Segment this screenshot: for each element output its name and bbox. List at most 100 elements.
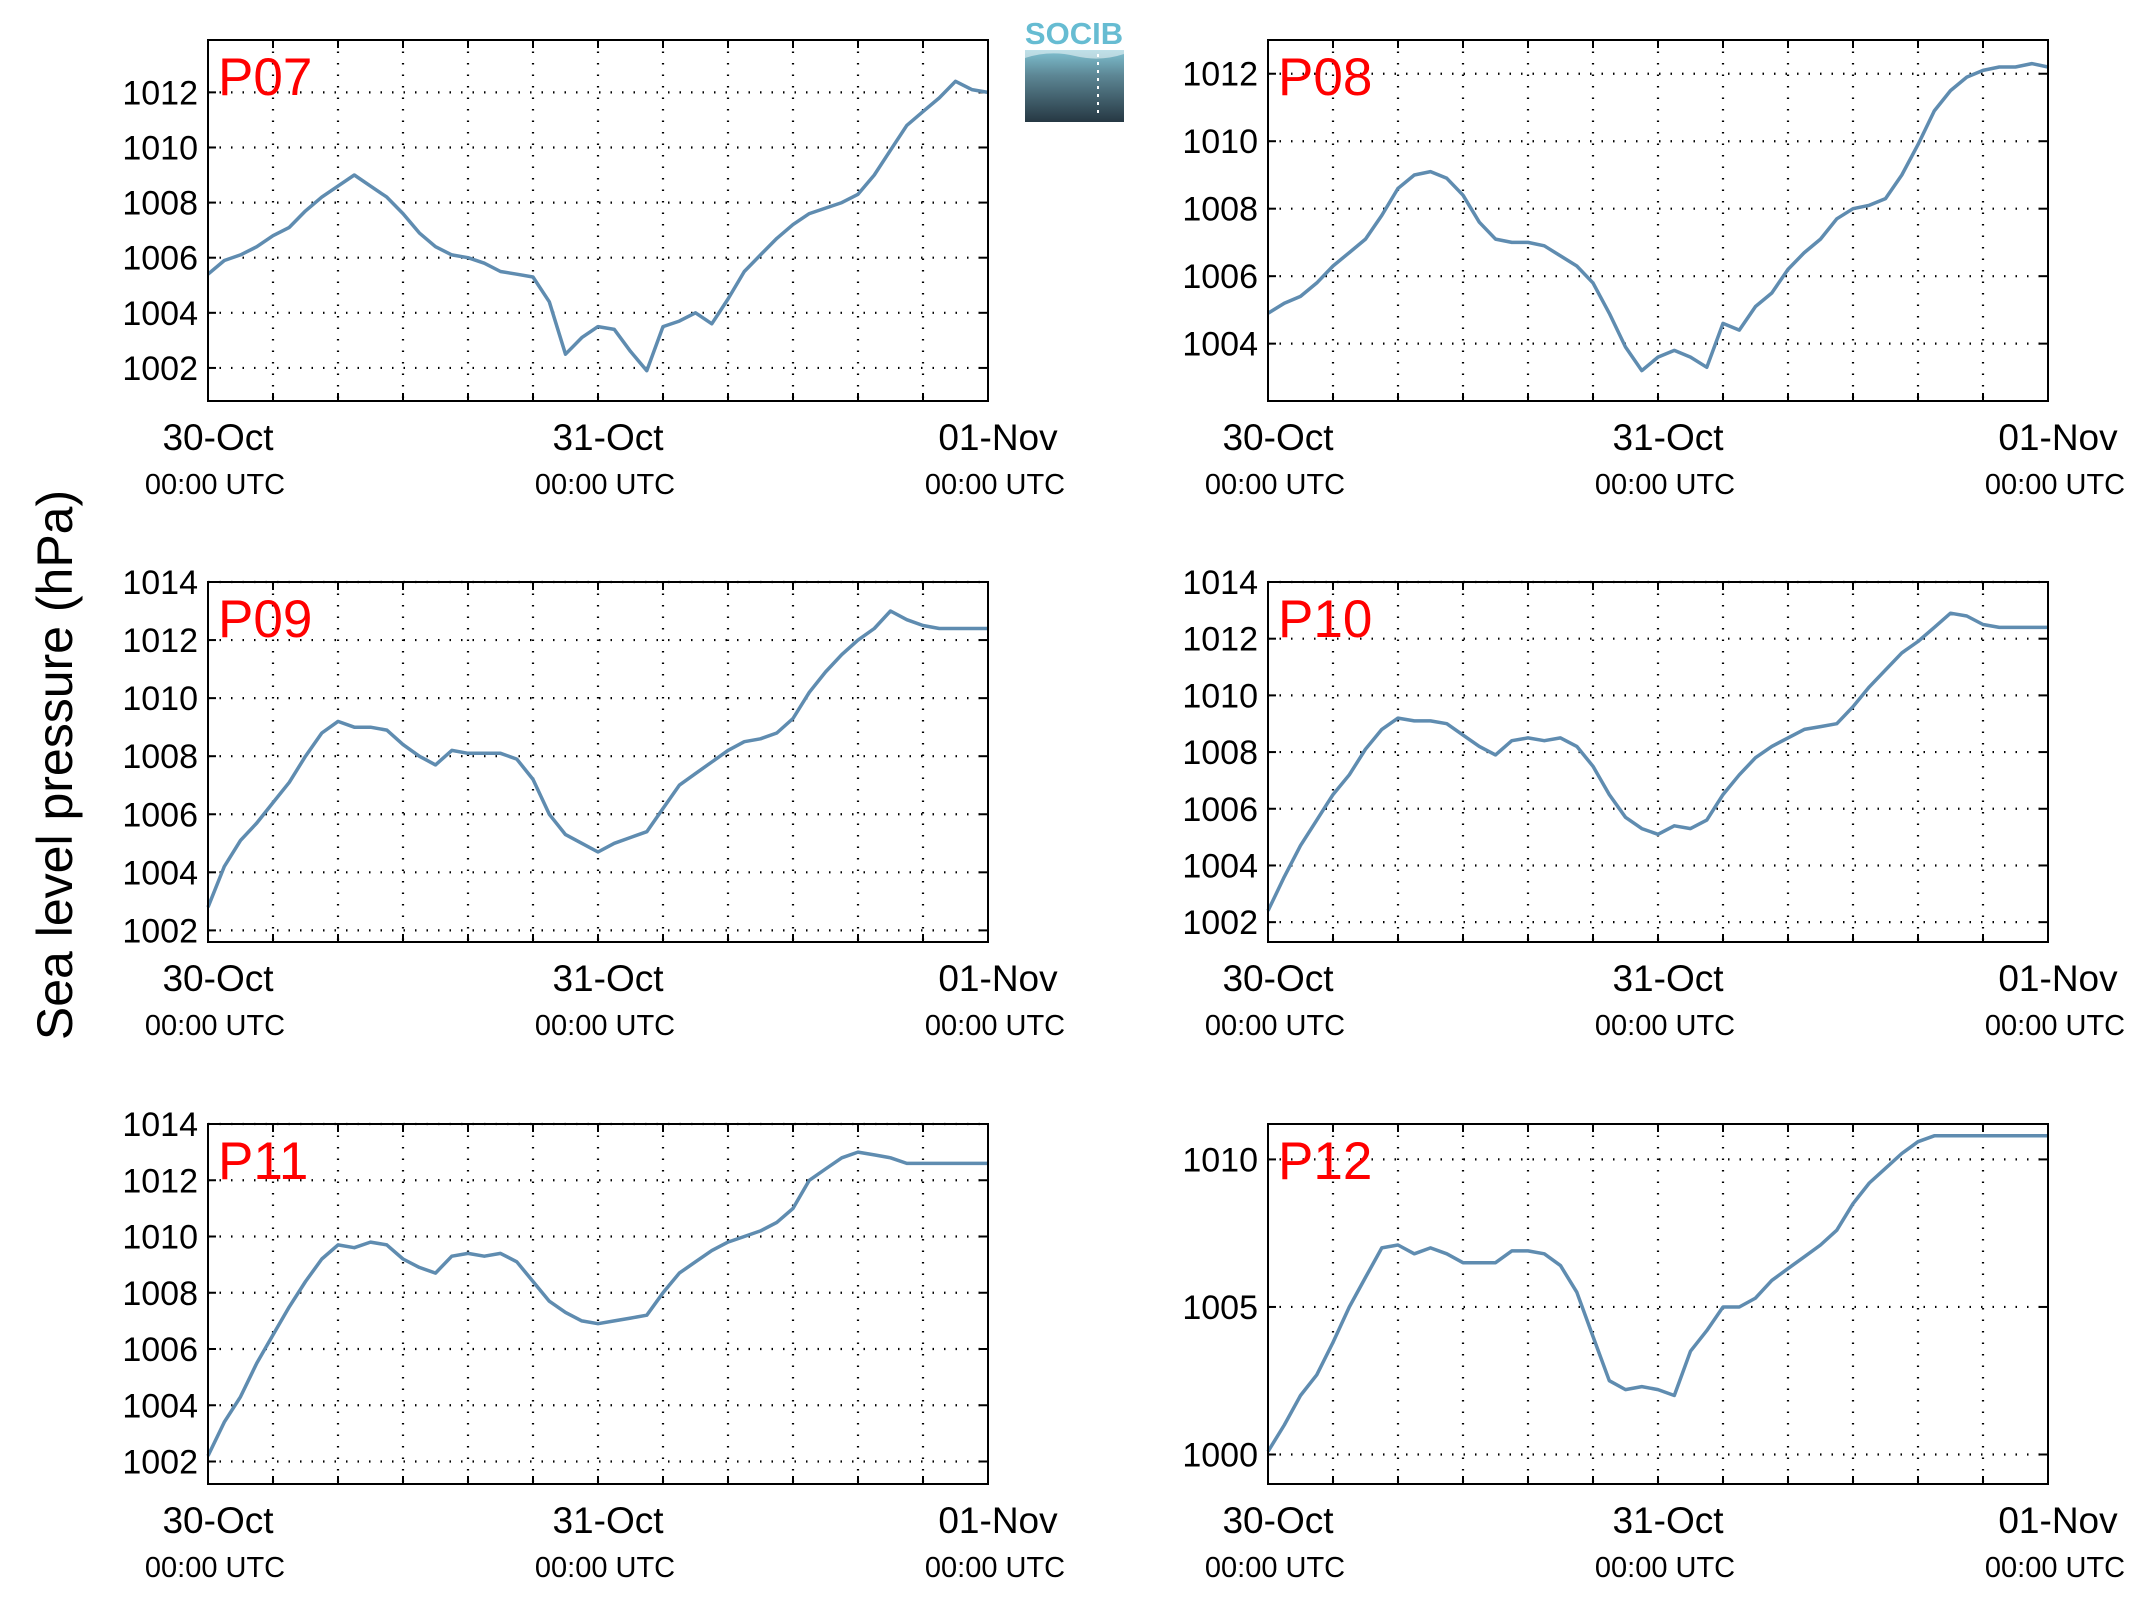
y-tick-label: 1004 [122, 295, 198, 333]
x-tick-label-date: 01-Nov [938, 1500, 1058, 1541]
x-tick-label-time: 00:00 UTC [1205, 1010, 1345, 1042]
x-tick-label-date: 01-Nov [1998, 958, 2118, 999]
x-tick-label-time: 00:00 UTC [1985, 1552, 2125, 1584]
y-tick-label: 1006 [1182, 791, 1258, 829]
y-tick-label: 1006 [122, 240, 198, 278]
y-tick-label: 1002 [122, 1444, 198, 1482]
x-tick-label-date: 31-Oct [1612, 417, 1724, 458]
y-tick-label: 1006 [122, 796, 198, 834]
plot-area [208, 582, 988, 942]
panel-label: P07 [218, 48, 312, 107]
x-tick-label-time: 00:00 UTC [535, 469, 675, 501]
y-tick-label: 1010 [1182, 677, 1258, 715]
socib-logo-text: SOCIB [1025, 16, 1123, 51]
x-tick-label-date: 30-Oct [162, 417, 274, 458]
x-tick-label-time: 00:00 UTC [1985, 1010, 2125, 1042]
figure-ylabel: Sea level pressure (hPa) [27, 490, 83, 1040]
y-tick-label: 1014 [122, 564, 198, 602]
x-tick-label-time: 00:00 UTC [535, 1010, 675, 1042]
socib-logo: SOCIB [1025, 16, 1124, 122]
x-tick-label-date: 01-Nov [938, 417, 1058, 458]
y-tick-label: 1014 [1182, 564, 1258, 602]
series-line [206, 79, 989, 373]
x-tick-label-date: 01-Nov [1998, 417, 2118, 458]
y-tick-label: 1006 [122, 1331, 198, 1369]
panel-p11: 1002 1004 1006 1008 1010 1012 1014 30-Oct 00:00 … [122, 1106, 1065, 1584]
series-line [1267, 61, 2049, 373]
x-tick-label-time: 00:00 UTC [145, 1010, 285, 1042]
panel-label: P11 [218, 1132, 308, 1191]
y-tick-label: 1010 [1182, 123, 1258, 161]
axes-frame [1267, 581, 2049, 943]
x-tick-label-time: 00:00 UTC [1595, 1010, 1735, 1042]
y-tick-label: 1010 [122, 129, 198, 167]
panel-p08: 1004 1006 1008 1010 1012 30-Oct 00:00 UTC 31-Oc… [1182, 39, 2125, 501]
y-tick-label: 1004 [1182, 847, 1258, 885]
series-line [206, 609, 988, 908]
plot-area [1268, 40, 2048, 401]
y-tick-label: 1004 [1182, 326, 1258, 364]
y-tick-label: 1008 [1182, 734, 1258, 772]
x-tick-label-time: 00:00 UTC [925, 469, 1065, 501]
x-tick-label-date: 31-Oct [1612, 958, 1724, 999]
x-tick-label-date: 30-Oct [162, 958, 274, 999]
y-tick-label: 1010 [122, 680, 198, 718]
y-tick-label: 1014 [122, 1106, 198, 1144]
x-tick-label-time: 00:00 UTC [925, 1010, 1065, 1042]
x-tick-label-date: 01-Nov [1998, 1500, 2118, 1541]
x-tick-label-time: 00:00 UTC [1205, 469, 1345, 501]
x-tick-label-time: 00:00 UTC [1985, 469, 2125, 501]
x-tick-label-date: 30-Oct [1222, 1500, 1334, 1541]
y-tick-label: 1008 [122, 1275, 198, 1313]
y-tick-label: 1008 [1182, 191, 1258, 229]
x-tick-label-time: 00:00 UTC [145, 469, 285, 501]
x-tick-label-time: 00:00 UTC [145, 1552, 285, 1584]
panel-label: P09 [218, 590, 312, 649]
x-tick-label-date: 31-Oct [552, 1500, 664, 1541]
panel-label: P08 [1278, 48, 1372, 107]
y-tick-label: 1010 [122, 1219, 198, 1257]
x-tick-label-time: 00:00 UTC [925, 1552, 1065, 1584]
series-line [206, 1150, 988, 1457]
x-tick-label-time: 00:00 UTC [535, 1552, 675, 1584]
axes-frame [1267, 39, 2049, 402]
panel-p09: 1002 1004 1006 1008 1010 1012 1014 30-Oct 00:00 … [122, 564, 1065, 1042]
x-tick-label-date: 30-Oct [1222, 417, 1334, 458]
x-tick-label-date: 31-Oct [1612, 1500, 1724, 1541]
y-tick-label: 1004 [122, 854, 198, 892]
y-tick-label: 1008 [122, 185, 198, 223]
x-tick-label-time: 00:00 UTC [1205, 1552, 1345, 1584]
axes-frame [207, 39, 989, 402]
axes-frame [207, 1123, 989, 1485]
y-tick-label: 1012 [122, 622, 198, 660]
axes-frame [207, 581, 989, 943]
y-tick-label: 1000 [1182, 1436, 1258, 1474]
series-line [1266, 611, 2048, 912]
y-tick-label: 1004 [122, 1387, 198, 1425]
axes-frame [1267, 1123, 2049, 1485]
x-tick-label-date: 30-Oct [1222, 958, 1334, 999]
panel-p12: 1000 1005 1010 30-Oct 00:00 UTC 31-Oct 00:00 U… [1182, 1123, 2125, 1584]
x-tick-label-time: 00:00 UTC [1595, 469, 1735, 501]
y-tick-label: 1012 [122, 74, 198, 112]
y-tick-label: 1002 [122, 912, 198, 950]
y-tick-label: 1006 [1182, 258, 1258, 296]
panel-p10: 1002 1004 1006 1008 1010 1012 1014 30-Oct 00:00 … [1182, 564, 2125, 1042]
x-tick-label-date: 30-Oct [162, 1500, 274, 1541]
panel-label: P10 [1278, 590, 1372, 649]
y-tick-label: 1005 [1182, 1289, 1258, 1327]
plot-area [1268, 1124, 2048, 1484]
x-tick-label-date: 01-Nov [938, 958, 1058, 999]
plot-area [1268, 582, 2048, 942]
y-tick-label: 1002 [1182, 904, 1258, 942]
panel-label: P12 [1278, 1132, 1372, 1191]
y-tick-label: 1002 [122, 350, 198, 388]
series-line [1266, 1134, 2048, 1453]
y-tick-label: 1008 [122, 738, 198, 776]
y-tick-label: 1012 [122, 1162, 198, 1200]
x-tick-label-date: 31-Oct [552, 417, 664, 458]
x-tick-label-date: 31-Oct [552, 958, 664, 999]
y-tick-label: 1010 [1182, 1141, 1258, 1179]
y-tick-label: 1012 [1182, 621, 1258, 659]
